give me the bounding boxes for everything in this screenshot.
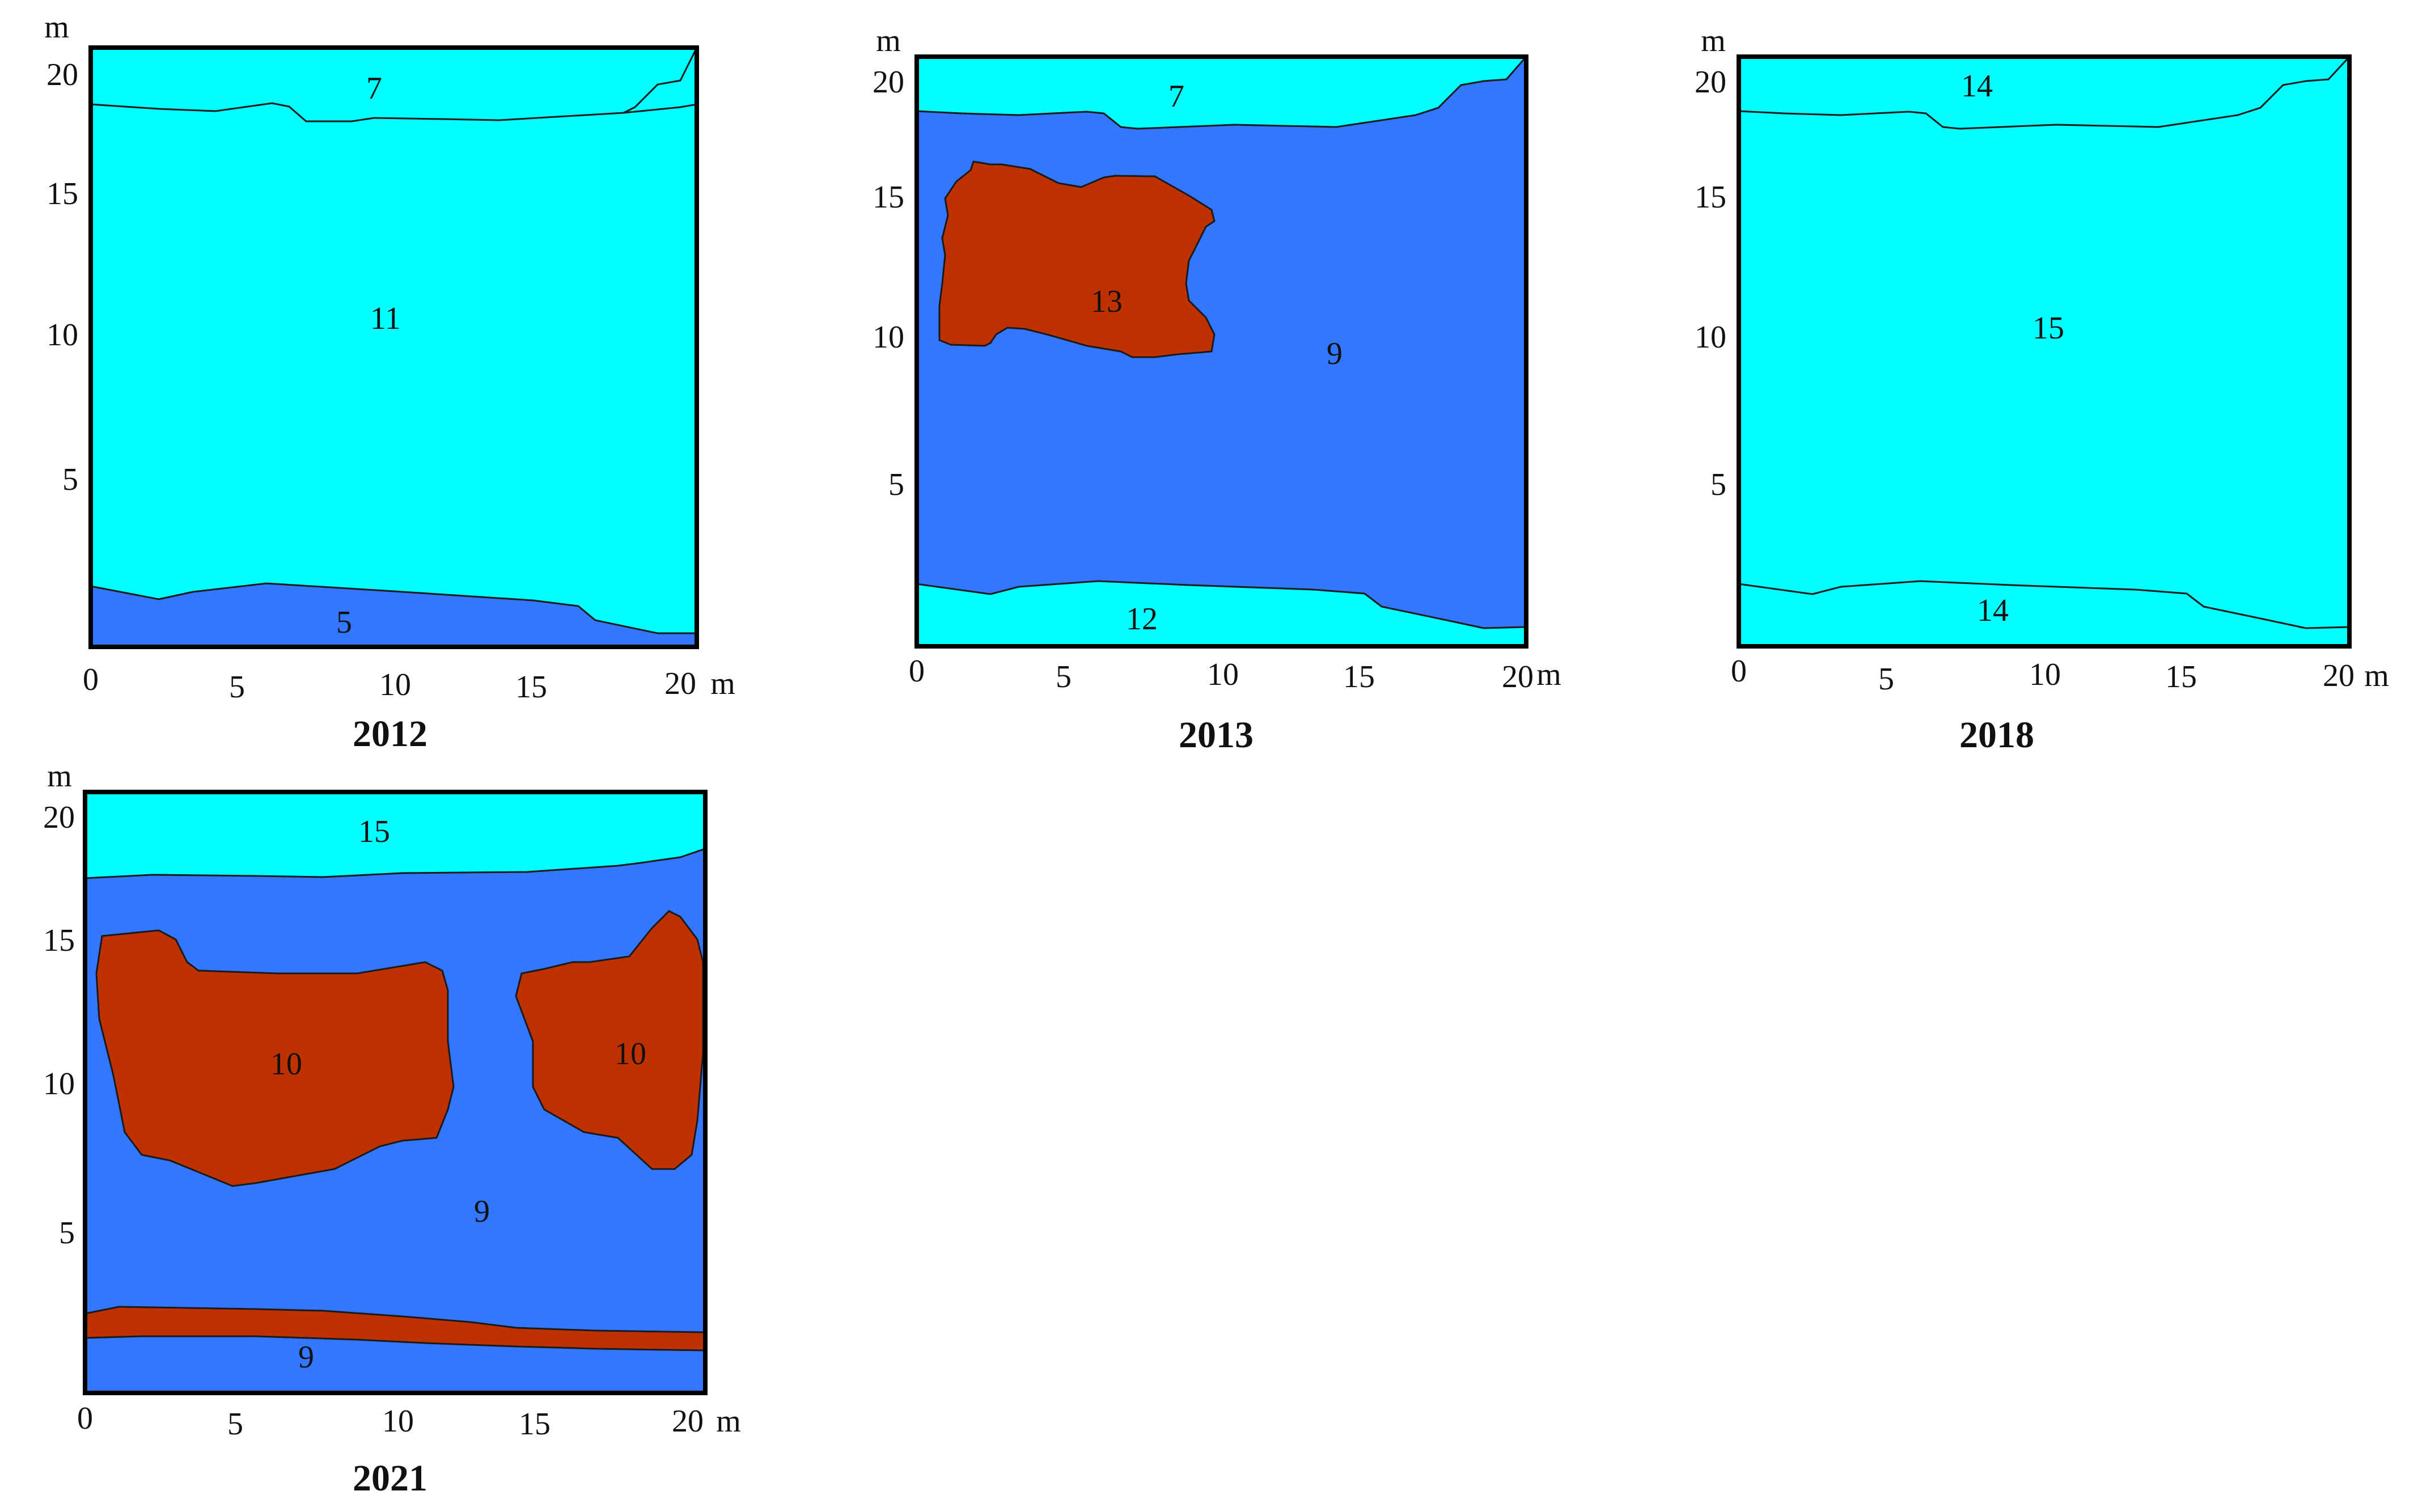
- y-tick-2021-5: 5: [59, 1215, 75, 1251]
- x-unit-2013: m: [1536, 657, 1561, 692]
- x-tick-2018-20: 20: [2323, 658, 2355, 693]
- region-label-2012-top: 7: [366, 71, 382, 106]
- region-2021-strip: [85, 1306, 705, 1352]
- region-label-2018-bottom: 14: [1977, 593, 2009, 628]
- region-label-2021-patch-right: 10: [615, 1036, 646, 1071]
- region-label-2013-middle: 9: [1327, 336, 1343, 371]
- x-tick-2012-15: 15: [515, 670, 547, 705]
- region-2021-top: [85, 792, 705, 879]
- frame-2018: [1737, 54, 2352, 649]
- y-tick-2018-20: 20: [1695, 65, 1726, 100]
- region-2021-patch-right: [515, 910, 704, 1170]
- x-tick-2021-5: 5: [227, 1407, 243, 1442]
- x-tick-2018-0: 0: [1731, 654, 1747, 689]
- x-tick-2013-0: 0: [909, 654, 925, 689]
- year-label-2018: 2018: [1959, 714, 2034, 756]
- x-tick-2012-0: 0: [83, 662, 99, 697]
- region-label-2018-top: 14: [1961, 69, 1993, 104]
- x-tick-2012-10: 10: [379, 667, 411, 702]
- year-label-2012: 2012: [353, 713, 427, 755]
- x-tick-2013-15: 15: [1343, 659, 1375, 694]
- y-unit-2021: m: [47, 759, 72, 794]
- region-label-2013-patch: 13: [1091, 284, 1123, 319]
- x-tick-2021-0: 0: [77, 1401, 93, 1436]
- x-tick-2013-20: 20: [1502, 659, 1534, 694]
- x-tick-2021-10: 10: [382, 1404, 414, 1439]
- region-2013-bottom: [917, 580, 1526, 646]
- y-tick-2018-5: 5: [1710, 467, 1726, 502]
- x-tick-2012-20: 20: [664, 666, 696, 701]
- x-tick-2012-5: 5: [229, 670, 245, 705]
- x-unit-2021: m: [716, 1404, 741, 1439]
- region-label-2012-middle: 11: [370, 301, 401, 336]
- year-label-2013: 2013: [1179, 714, 1254, 756]
- y-tick-2018-15: 15: [1695, 180, 1726, 215]
- region-2013-middle: [917, 57, 1526, 646]
- region-2018-middle: [1739, 57, 2349, 646]
- y-tick-2012-15: 15: [46, 176, 78, 211]
- boundary-2018-top: [1739, 57, 2349, 130]
- y-unit-2018: m: [1701, 23, 1726, 58]
- y-tick-2013-5: 5: [888, 467, 904, 502]
- x-tick-2018-5: 5: [1878, 662, 1894, 697]
- y-tick-2021-15: 15: [43, 923, 75, 958]
- panel-2012: 7 11 5 m 20 15 10 5 0 5 10 15 20 m 2012: [44, 10, 735, 755]
- y-tick-2012-10: 10: [46, 317, 78, 353]
- region-2013-patch: [938, 160, 1216, 358]
- x-tick-2013-10: 10: [1207, 657, 1239, 692]
- region-label-2012-bottom: 5: [336, 605, 352, 640]
- panel-2013: 7 9 13 12 m 20 15 10 5 0 5 10 15 20 m 20…: [873, 23, 1561, 756]
- frame-2013: [914, 54, 1528, 649]
- frame-2021: [83, 790, 708, 1395]
- year-label-2021: 2021: [353, 1458, 427, 1499]
- region-2013-top: [917, 57, 1526, 130]
- panel-2018: 14 15 14 m 20 15 10 5 0 5 10 15 20 m 201…: [1695, 23, 2389, 756]
- region-label-2013-top: 7: [1168, 79, 1184, 114]
- x-tick-2018-15: 15: [2165, 659, 2197, 694]
- x-tick-2021-15: 15: [519, 1407, 550, 1442]
- boundary-2012-top-right: [623, 48, 697, 114]
- region-2012-middle: [91, 48, 697, 647]
- region-label-2013-bottom: 12: [1126, 602, 1158, 637]
- y-tick-2021-20: 20: [43, 800, 75, 835]
- x-tick-2018-10: 10: [2029, 657, 2061, 692]
- region-label-2018-middle: 15: [2032, 311, 2064, 346]
- x-tick-2013-5: 5: [1056, 659, 1072, 694]
- y-tick-2018-10: 10: [1695, 320, 1726, 355]
- y-tick-2021-10: 10: [43, 1066, 75, 1102]
- region-label-2021-top: 15: [358, 814, 390, 849]
- region-label-2021-middle: 9: [474, 1194, 490, 1229]
- y-unit-2012: m: [44, 10, 69, 45]
- y-tick-2013-20: 20: [873, 65, 904, 100]
- frame-2012: [88, 45, 699, 649]
- region-2012-bottom: [91, 582, 697, 647]
- x-unit-2012: m: [710, 666, 735, 701]
- y-tick-2013-10: 10: [873, 320, 904, 355]
- region-label-2021-patch-left: 10: [270, 1047, 302, 1082]
- x-unit-2018: m: [2364, 658, 2389, 693]
- y-tick-2013-15: 15: [873, 180, 904, 215]
- region-label-2021-bottom: 9: [298, 1340, 314, 1375]
- y-tick-2012-20: 20: [46, 57, 78, 92]
- panel-2021: 15 9 10 10 9 m 20 15 10 5 0 5 10 15 20 m…: [43, 759, 741, 1499]
- y-unit-2013: m: [876, 23, 901, 58]
- boundary-2018-bottom: [1739, 580, 2349, 629]
- region-2021-patch-left: [95, 929, 455, 1187]
- x-tick-2021-20: 20: [672, 1404, 704, 1439]
- y-tick-2012-5: 5: [62, 462, 78, 497]
